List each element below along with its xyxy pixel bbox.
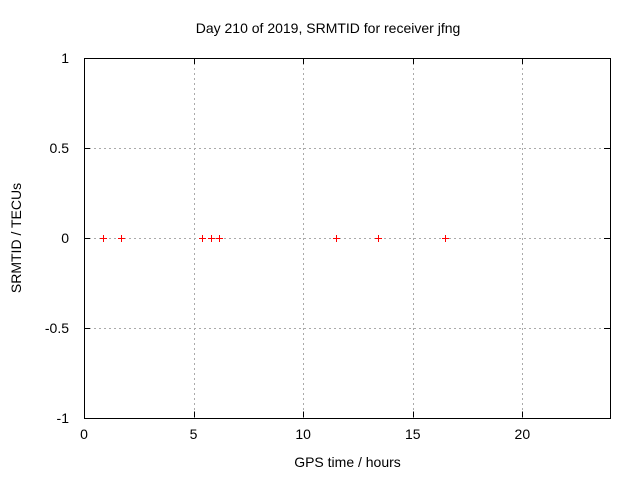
x-tick-label: 5 — [189, 426, 198, 442]
x-tick-label: 15 — [404, 426, 421, 442]
y-tick-label: -1 — [56, 409, 69, 426]
x-tick-label: 0 — [80, 426, 88, 442]
plot-frame — [84, 58, 611, 419]
y-tick-label: 0.5 — [49, 139, 69, 156]
y-tick-label: -0.5 — [44, 319, 69, 336]
chart-title: Day 210 of 2019, SRMTID for receiver jfn… — [195, 20, 461, 36]
x-tick-label: 10 — [295, 426, 311, 442]
x-tick-label: 20 — [514, 426, 531, 442]
y-tick-label: 1 — [61, 50, 69, 66]
x-axis-label: GPS time / hours — [294, 454, 401, 470]
y-tick-label: 0 — [61, 229, 69, 246]
